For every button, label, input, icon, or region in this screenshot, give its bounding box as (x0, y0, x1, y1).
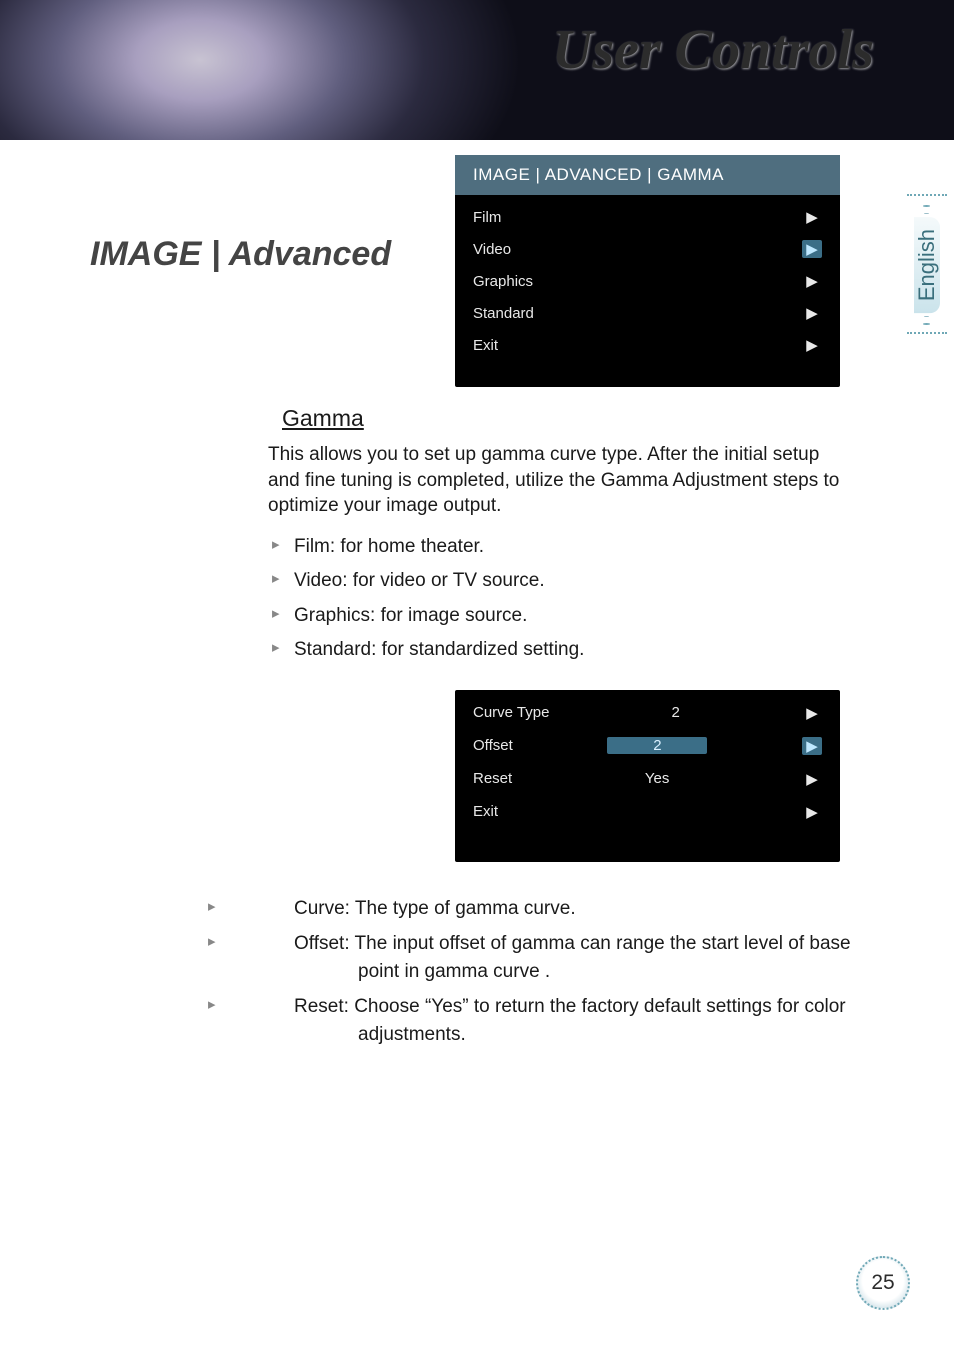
osd-row[interactable]: Offset 2 ▶ (455, 729, 840, 762)
chevron-right-icon: ▶ (802, 304, 822, 322)
chevron-right-icon: ▶ (802, 704, 822, 722)
osd-row[interactable]: Graphics ▶ (455, 265, 840, 297)
osd-row-label: Curve Type (473, 704, 549, 721)
osd-row-value: Yes (607, 770, 707, 787)
language-tab: English (899, 190, 954, 340)
osd-row[interactable]: Exit ▶ (455, 795, 840, 828)
page-number: 25 (871, 1271, 894, 1295)
osd-row-label: Film (473, 209, 501, 226)
osd-row[interactable]: Exit ▶ (455, 329, 840, 361)
osd-row[interactable]: Reset Yes ▶ (455, 762, 840, 795)
osd-row-value: 2 (626, 704, 726, 721)
list-item: Film: for home theater. (294, 533, 856, 562)
osd-row-label: Offset (473, 737, 513, 754)
list-item: Offset: The input offset of gamma can ra… (294, 930, 856, 987)
chevron-right-icon: ▶ (802, 336, 822, 354)
chevron-right-icon: ▶ (802, 272, 822, 290)
osd-gamma-menu: IMAGE | ADVANCED | GAMMA Film ▶ Video ▶ … (455, 155, 840, 387)
osd-row[interactable]: Video ▶ (455, 233, 840, 265)
list-item: Video: for video or TV source. (294, 567, 856, 596)
osd-row[interactable]: Film ▶ (455, 201, 840, 233)
chevron-right-icon: ▶ (802, 770, 822, 788)
chevron-right-icon: ▶ (802, 240, 822, 258)
list-item: Standard: for standardized setting. (294, 636, 856, 665)
chevron-right-icon: ▶ (802, 803, 822, 821)
osd-row-label: Standard (473, 305, 534, 322)
osd-gamma-header: IMAGE | ADVANCED | GAMMA (455, 155, 840, 195)
page-number-badge: 25 (856, 1256, 910, 1310)
osd-row-label: Exit (473, 337, 498, 354)
banner-title: User Controls (552, 18, 874, 82)
page-banner: User Controls (0, 0, 954, 140)
osd-row-label: Reset (473, 770, 512, 787)
osd-row[interactable]: Standard ▶ (455, 297, 840, 329)
section-title: IMAGE | Advanced (90, 235, 391, 274)
gamma-paragraph: This allows you to set up gamma curve ty… (268, 442, 856, 519)
language-label: English (914, 217, 940, 313)
chevron-right-icon: ▶ (802, 208, 822, 226)
osd-row-value: 2 (607, 737, 707, 754)
curve-text-block: Curve: The type of gamma curve. Offset: … (268, 895, 856, 1056)
osd-curve-menu: Curve Type 2 ▶ Offset 2 ▶ Reset Yes ▶ Ex… (455, 690, 840, 862)
list-item: Reset: Choose “Yes” to return the factor… (294, 993, 856, 1050)
chevron-right-icon: ▶ (802, 737, 822, 755)
gamma-heading: Gamma (268, 405, 856, 432)
osd-row-label: Graphics (473, 273, 533, 290)
osd-row-label: Video (473, 241, 511, 258)
osd-row-label: Exit (473, 803, 498, 820)
list-item: Graphics: for image source. (294, 602, 856, 631)
gamma-text-block: Gamma This allows you to set up gamma cu… (268, 405, 856, 671)
osd-row[interactable]: Curve Type 2 ▶ (455, 696, 840, 729)
list-item: Curve: The type of gamma curve. (294, 895, 856, 924)
